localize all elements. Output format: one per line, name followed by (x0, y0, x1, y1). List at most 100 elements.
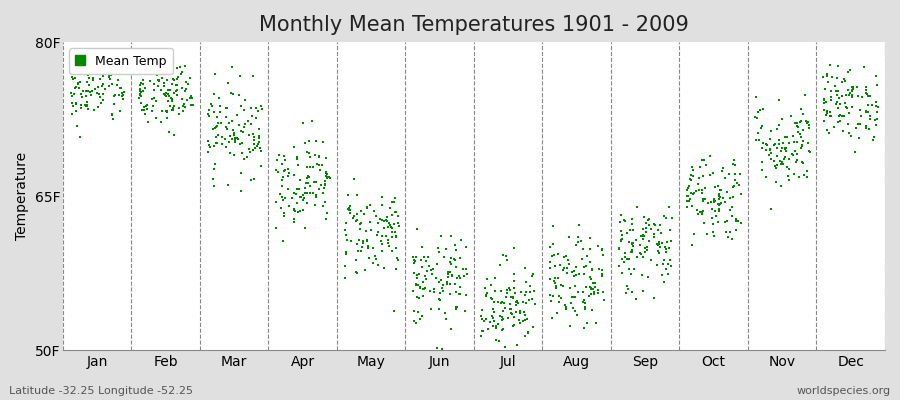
Point (770, 153, 785, 159)
Point (227, 130, 241, 136)
Point (595, 273, 609, 280)
Point (169, 82, 184, 88)
Point (798, 118, 813, 124)
Point (489, 337, 503, 343)
Point (453, 291, 467, 298)
Point (281, 166, 295, 172)
Point (717, 175, 732, 181)
Point (831, 63, 845, 70)
Point (424, 266, 438, 273)
Point (711, 219, 725, 225)
Point (302, 183, 317, 190)
Point (379, 233, 393, 240)
Point (508, 309, 523, 315)
Point (591, 266, 606, 272)
Point (751, 109, 765, 115)
Point (790, 151, 805, 158)
Point (717, 218, 732, 225)
Point (343, 210, 357, 216)
Point (681, 185, 696, 191)
Point (366, 208, 381, 214)
Point (420, 268, 435, 274)
Point (343, 202, 357, 209)
Point (286, 144, 301, 150)
Point (361, 245, 375, 251)
Point (291, 162, 305, 168)
Point (147, 86, 161, 93)
Point (133, 89, 148, 95)
Point (163, 68, 177, 74)
Point (234, 188, 248, 194)
Point (158, 90, 173, 96)
Point (308, 202, 322, 208)
Point (625, 288, 639, 295)
Point (157, 80, 171, 86)
Point (548, 275, 562, 281)
Point (625, 240, 639, 246)
Point (207, 90, 221, 97)
Point (569, 264, 583, 270)
Point (694, 211, 708, 218)
Point (371, 220, 385, 226)
Point (309, 138, 323, 144)
Point (158, 108, 173, 114)
Point (851, 135, 866, 142)
Point (563, 300, 578, 306)
Point (320, 173, 334, 179)
Point (114, 90, 129, 96)
Point (727, 156, 742, 163)
Point (476, 328, 491, 334)
Point (207, 109, 221, 115)
Point (692, 175, 706, 182)
Point (318, 181, 332, 187)
Point (661, 261, 675, 267)
Point (779, 164, 794, 170)
Point (132, 86, 147, 92)
Point (717, 199, 732, 205)
Point (569, 272, 583, 278)
Point (178, 103, 193, 110)
Point (504, 306, 518, 312)
Point (773, 158, 788, 165)
Point (853, 106, 868, 113)
Point (832, 95, 847, 101)
Point (581, 293, 596, 299)
Point (414, 256, 428, 263)
Point (311, 186, 326, 192)
Point (496, 316, 510, 322)
Point (824, 88, 838, 94)
Point (447, 242, 462, 248)
Point (684, 177, 698, 184)
Point (583, 245, 598, 252)
Point (518, 300, 533, 306)
Point (212, 120, 226, 126)
Point (410, 294, 424, 301)
Point (385, 234, 400, 240)
Point (595, 271, 609, 278)
Point (158, 83, 172, 90)
Point (134, 92, 148, 99)
Point (207, 142, 221, 149)
Point (115, 96, 130, 102)
Point (278, 157, 293, 163)
Point (65, 93, 79, 100)
Point (443, 291, 457, 297)
Point (243, 149, 257, 155)
Point (556, 283, 571, 290)
Point (407, 260, 421, 266)
Point (582, 274, 597, 280)
Point (434, 233, 448, 240)
Point (855, 94, 869, 100)
Point (230, 135, 244, 141)
Point (556, 254, 571, 260)
Point (391, 257, 405, 264)
Point (777, 156, 791, 163)
Point (206, 126, 220, 132)
Point (576, 296, 590, 303)
Point (459, 266, 473, 272)
Point (102, 74, 116, 80)
Point (859, 108, 873, 115)
Point (582, 283, 597, 290)
Point (381, 237, 395, 244)
Point (209, 133, 223, 140)
